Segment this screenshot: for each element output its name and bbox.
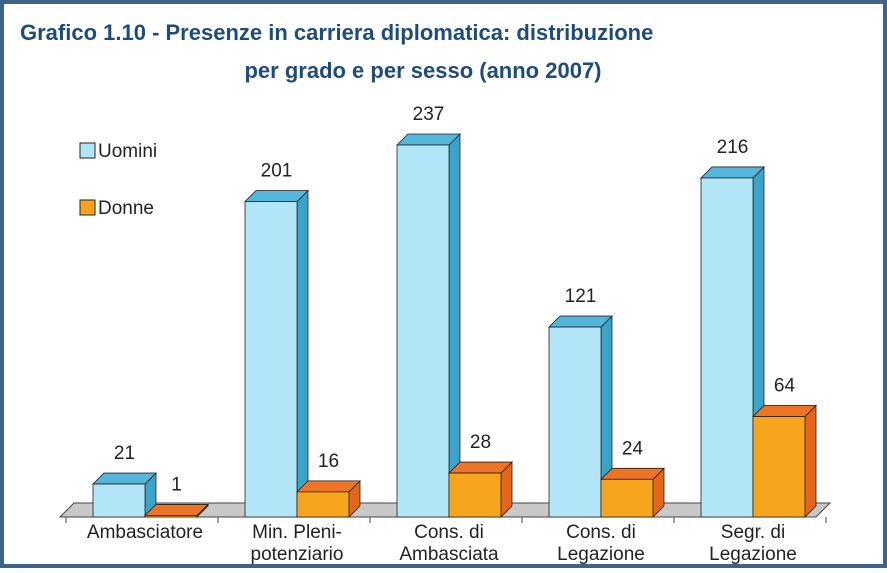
- bar-side: [296, 189, 309, 518]
- data-label: 237: [413, 104, 445, 125]
- x-tick-label: Segr. di Legazione: [709, 522, 797, 565]
- bar-top: [600, 467, 665, 480]
- bar-front: [700, 177, 754, 518]
- bar-top: [752, 405, 817, 417]
- data-label: 16: [318, 451, 339, 472]
- bar-front: [244, 201, 298, 518]
- bar-top: [448, 461, 513, 474]
- bar-front: [396, 144, 450, 518]
- x-tick-label-line: Segr. di: [721, 522, 785, 543]
- bar-front: [600, 478, 654, 518]
- data-label: 201: [261, 161, 293, 182]
- x-tick-label-line: Cons. di: [566, 522, 636, 543]
- legend-label: Uomini: [98, 141, 157, 162]
- bar-top: [548, 315, 613, 328]
- bar: [448, 461, 513, 518]
- bar-front: [296, 491, 350, 518]
- bar: [144, 503, 209, 518]
- data-label: 24: [622, 438, 644, 459]
- bar-top: [144, 504, 209, 516]
- bar-top: [92, 472, 157, 485]
- bar: [752, 404, 817, 518]
- bar-front: [144, 515, 198, 518]
- legend-swatch: [79, 142, 96, 159]
- bar-front: [448, 472, 502, 518]
- bar-front: [92, 483, 146, 518]
- bar-side: [804, 404, 817, 518]
- data-label: 64: [774, 376, 796, 397]
- bar-front: [752, 416, 806, 518]
- bar: [548, 315, 613, 518]
- bar: [92, 472, 157, 518]
- x-tick-label-line: Ambasciatore: [87, 522, 203, 543]
- bar: [244, 189, 309, 518]
- bar-top: [244, 190, 309, 202]
- x-tick-label: Cons. di Ambasciata: [399, 522, 499, 565]
- x-tick-label-line: Ambasciata: [399, 544, 499, 565]
- x-tick-label-line: Legazione: [709, 544, 797, 565]
- bar-side: [448, 133, 461, 518]
- x-tick-label: Cons. di Legazione: [557, 522, 645, 565]
- x-tick-label-line: Cons. di: [414, 522, 484, 543]
- x-tick-label: Ambasciatore: [87, 522, 203, 543]
- data-label: 121: [565, 286, 597, 307]
- bar-top: [396, 133, 461, 146]
- bar-top: [700, 166, 765, 179]
- bar-front: [548, 326, 602, 518]
- x-tick-label-line: potenziario: [251, 544, 344, 565]
- x-tick-label: Min. Pleni-potenziario: [251, 522, 344, 565]
- bar-top: [296, 480, 361, 493]
- x-tick-label-line: Min. Pleni-: [252, 522, 342, 543]
- bar: [600, 467, 665, 518]
- legend-label: Donne: [98, 198, 154, 219]
- bar: [296, 479, 361, 518]
- data-label: 28: [470, 432, 491, 453]
- data-label: 21: [114, 443, 135, 464]
- chart-title: Grafico 1.10 - Presenze in carriera dipl…: [20, 20, 653, 45]
- legend-swatch: [79, 199, 96, 216]
- data-label: 1: [171, 474, 182, 495]
- data-label: 216: [717, 137, 749, 158]
- chart-title: per grado e per sesso (anno 2007): [244, 58, 601, 83]
- bar: [396, 133, 461, 518]
- x-tick-label-line: Legazione: [557, 544, 645, 565]
